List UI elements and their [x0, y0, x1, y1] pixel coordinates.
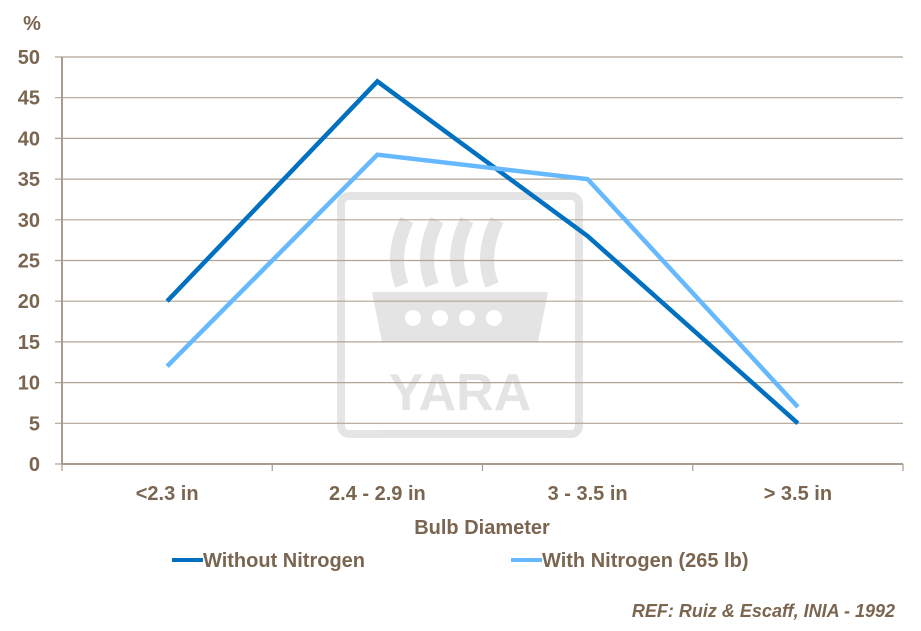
series-line-with-nitrogen — [165, 152, 800, 409]
legend: Without Nitrogen With Nitrogen (265 lb) — [172, 550, 748, 572]
x-tick-label: <2.3 in — [136, 483, 199, 505]
y-tick-label: 10 — [18, 373, 40, 395]
y-tick-label: 25 — [18, 251, 40, 273]
y-tick-label: 15 — [18, 332, 40, 354]
y-tick-label: 20 — [18, 291, 40, 313]
x-tick-label: 3 - 3.5 in — [548, 483, 628, 505]
y-tick-label: 0 — [29, 454, 40, 476]
svg-text:YARA: YARA — [389, 364, 532, 422]
x-tick-label: > 3.5 in — [764, 483, 832, 505]
y-axis-label: % — [23, 13, 41, 35]
series-line-without-nitrogen — [165, 78, 800, 425]
y-tick-label: 35 — [18, 169, 40, 191]
y-tick-label: 45 — [18, 88, 40, 110]
y-tick-label: 30 — [18, 210, 40, 232]
legend-label-without-nitrogen: Without Nitrogen — [203, 550, 365, 572]
x-tick-label: 2.4 - 2.9 in — [329, 483, 426, 505]
y-tick-label: 50 — [18, 47, 40, 69]
y-tick-label: 40 — [18, 128, 40, 150]
x-axis-label: Bulb Diameter — [414, 517, 550, 539]
reference-note: REF: Ruiz & Escaff, INIA - 1992 — [632, 601, 895, 621]
yara-logo-watermark: YARA — [337, 192, 583, 438]
legend-label-with-nitrogen: With Nitrogen (265 lb) — [542, 550, 748, 572]
y-tick-label: 5 — [29, 413, 40, 435]
